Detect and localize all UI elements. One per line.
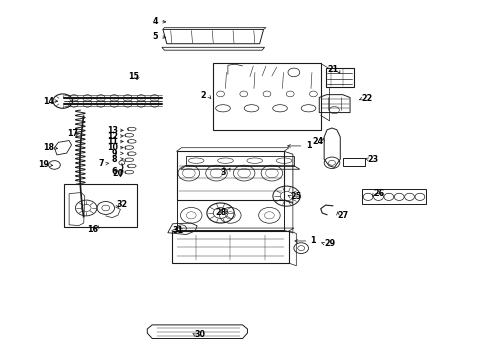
Text: 5: 5 bbox=[152, 32, 158, 41]
Text: 1: 1 bbox=[311, 237, 316, 246]
Text: 14: 14 bbox=[43, 96, 54, 105]
Text: 9: 9 bbox=[112, 149, 117, 158]
Text: 21: 21 bbox=[327, 65, 339, 74]
Text: 30: 30 bbox=[195, 330, 205, 339]
Text: 3: 3 bbox=[220, 168, 226, 177]
Text: 19: 19 bbox=[38, 161, 49, 170]
Text: 20: 20 bbox=[112, 169, 123, 178]
Bar bbox=[326, 68, 354, 87]
Bar bbox=[64, 184, 137, 226]
Text: 25: 25 bbox=[290, 192, 301, 201]
Bar bbox=[213, 63, 321, 130]
Text: 22: 22 bbox=[362, 94, 373, 103]
Text: 2: 2 bbox=[201, 91, 206, 100]
Text: 13: 13 bbox=[108, 126, 119, 135]
Text: 17: 17 bbox=[67, 129, 78, 138]
Text: 26: 26 bbox=[374, 189, 385, 198]
Text: 1: 1 bbox=[306, 141, 311, 150]
Text: 29: 29 bbox=[324, 239, 336, 248]
Text: 27: 27 bbox=[337, 211, 348, 220]
Text: 16: 16 bbox=[87, 225, 98, 234]
Text: 31: 31 bbox=[172, 226, 183, 235]
Bar bbox=[343, 158, 365, 166]
Text: 11: 11 bbox=[108, 137, 119, 146]
Text: 15: 15 bbox=[128, 72, 139, 81]
Text: 24: 24 bbox=[313, 137, 324, 146]
Text: 6: 6 bbox=[112, 167, 117, 176]
Text: 32: 32 bbox=[116, 200, 127, 209]
Text: 28: 28 bbox=[215, 208, 226, 217]
Text: 23: 23 bbox=[368, 155, 379, 164]
Text: 18: 18 bbox=[43, 143, 54, 152]
Text: 4: 4 bbox=[152, 17, 158, 26]
Text: 7: 7 bbox=[98, 159, 104, 168]
Text: 12: 12 bbox=[107, 132, 119, 141]
Text: 8: 8 bbox=[112, 155, 117, 164]
Text: 10: 10 bbox=[108, 143, 119, 152]
Bar bbox=[362, 189, 426, 204]
